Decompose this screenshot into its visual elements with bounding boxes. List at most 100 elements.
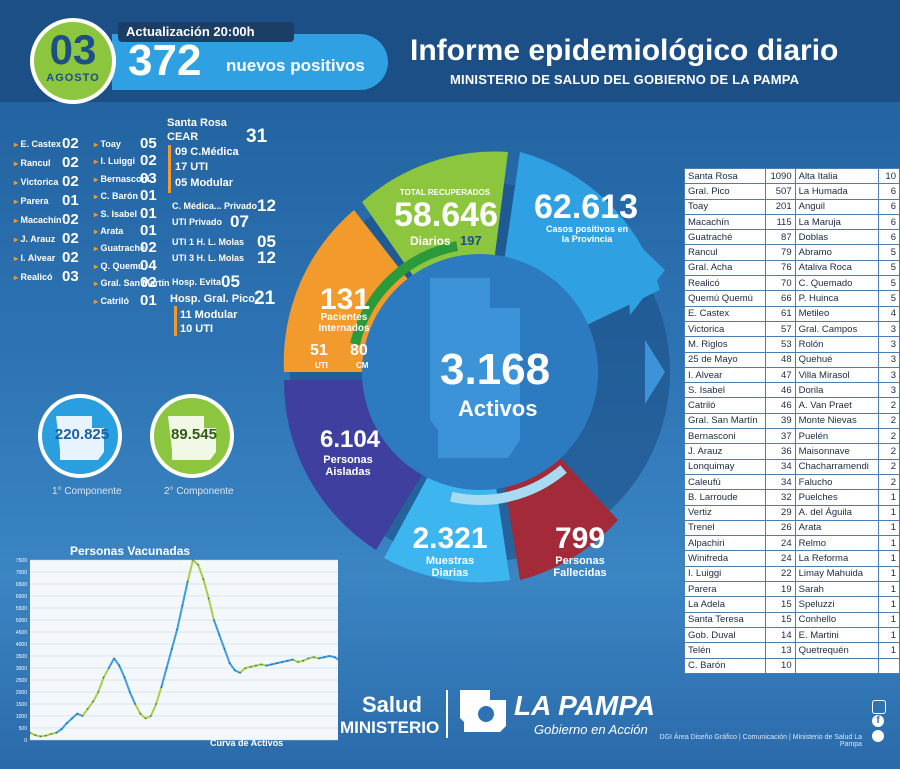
update-time: Actualización 20:00h (118, 22, 294, 42)
data-point (160, 686, 163, 688)
cear-label: CEAR (167, 131, 199, 143)
data-point (50, 733, 52, 735)
table-cell-value: 5 (877, 244, 900, 261)
line-segment (287, 658, 293, 662)
table-row: S. Isabel 46 Dorila 3 (684, 382, 900, 399)
new-positives-count: 372 (128, 36, 202, 85)
table-cell-name: C. Barón (684, 657, 766, 674)
localities-table: Santa Rosa 1090 Alta Italia 10 Gral. Pico 507… (684, 167, 900, 674)
locality-count: 02 (62, 211, 79, 228)
locality-item: ▸ Q. Quemú (94, 261, 144, 271)
twitter-icon[interactable] (872, 730, 884, 742)
locality-count: 03 (62, 268, 79, 285)
table-cell-name: La Reforma (794, 550, 879, 567)
table-cell-value: 24 (764, 550, 796, 567)
table-row: Quemú Quemú 66 P. Huinca 5 (684, 290, 900, 307)
cmedica-privado-count: 12 (257, 196, 276, 215)
table-row: Alpachiri 24 Relmo 1 (684, 535, 900, 552)
facebook-icon[interactable]: f (872, 715, 884, 727)
locality-item: ▸ Bernasconi (94, 174, 150, 184)
data-point (270, 663, 273, 666)
instagram-icon[interactable] (872, 700, 886, 714)
data-point (34, 734, 37, 736)
table-row: Realicó 70 C. Quemado 5 (684, 275, 900, 292)
table-cell-name: La Adela (684, 596, 766, 613)
table-cell-name: Dorila (794, 382, 879, 399)
table-cell-name: Puelén (794, 428, 879, 445)
stats-wheel (283, 151, 670, 583)
locality-name: Arata (100, 226, 124, 236)
table-cell-name: Abramo (794, 244, 879, 261)
table-cell-name: P. Huinca (794, 290, 879, 307)
table-cell-value: 24 (764, 535, 796, 552)
table-row: Gral. Acha 76 Ataliva Roca 5 (684, 259, 900, 277)
data-point (297, 661, 299, 663)
table-cell-value: 5 (877, 290, 900, 307)
table-row: E. Castex 61 Metileo 4 (684, 305, 900, 322)
table-cell-value: 6 (877, 229, 900, 246)
line-segment (40, 734, 46, 738)
data-point (108, 667, 110, 669)
table-cell-name: Speluzzi (794, 596, 879, 613)
hospitalized-label: Pacientes Internados (318, 312, 370, 334)
data-point (239, 672, 241, 674)
table-cell-name: Ataliva Roca (794, 259, 879, 277)
line-segment (102, 667, 110, 679)
table-row: C. Barón 10 (684, 657, 900, 674)
table-cell-name: I. Alvear (684, 366, 766, 384)
table-cell-value: 6 (877, 183, 900, 200)
locality-count: 01 (62, 192, 79, 209)
table-cell-name: Telén (684, 642, 766, 659)
cm-label: CM (356, 361, 369, 370)
table-cell-value: 507 (764, 183, 796, 200)
data-point (291, 658, 294, 661)
table-cell-name: Macachín (684, 213, 766, 231)
locality-item: ▸ Gral. San Martín (94, 278, 170, 288)
table-row: Guatraché 87 Doblas 6 (684, 229, 900, 246)
locality-count: 04 (140, 256, 157, 274)
table-cell-name: Doblas (794, 229, 879, 246)
data-point (213, 619, 215, 621)
uti-privado-count: 07 (230, 212, 249, 231)
table-cell-value: 3 (877, 366, 900, 384)
data-point (65, 722, 68, 724)
data-point (139, 712, 142, 715)
line-segment (81, 708, 89, 717)
table-cell-value: 3 (877, 336, 900, 353)
table-cell-name: Monte Nievas (794, 412, 879, 430)
locality-count: 02 (62, 173, 79, 190)
table-cell-name (794, 657, 879, 674)
table-cell-value: 3 (877, 351, 900, 368)
table-cell-value: 32 (764, 489, 796, 506)
locality-item: ▸ I. Luiggi (94, 156, 135, 166)
locality-item: ▸ J. Arauz (14, 234, 55, 244)
line-segment (35, 734, 41, 738)
data-point (192, 559, 194, 561)
table-row: Parera 19 Sarah 1 (684, 581, 900, 598)
table-cell-value: 2 (877, 428, 900, 445)
daily-value: 197 (460, 233, 482, 248)
locality-count: 01 (140, 204, 157, 222)
uti-value: 51 (310, 342, 328, 359)
data-point (39, 735, 42, 738)
table-cell-name: I. Luiggi (684, 565, 766, 583)
data-point (207, 597, 210, 600)
line-segment (313, 656, 320, 660)
table-row: Lonquimay 34 Chacharramendi 2 (684, 458, 900, 475)
table-cell-name: Toay (684, 198, 766, 215)
line-segment (202, 578, 210, 599)
line-segment (260, 663, 267, 667)
data-point (202, 578, 205, 580)
table-cell-value: 5 (877, 275, 900, 292)
table-row: Macachín 115 La Maruja 6 (684, 213, 900, 231)
line-segment (71, 712, 78, 720)
positives-arrow (625, 232, 665, 315)
table-row: Gral. San Martín 39 Monte Nievas 2 (684, 412, 900, 430)
line-segment (271, 662, 278, 666)
table-cell-value: 53 (764, 336, 796, 353)
bullet-icon: ▸ (94, 296, 99, 306)
locality-item: ▸ Victorica (14, 177, 58, 187)
line-segment (45, 733, 52, 737)
bullet-icon: ▸ (14, 178, 19, 187)
uti3-count: 12 (257, 248, 276, 267)
